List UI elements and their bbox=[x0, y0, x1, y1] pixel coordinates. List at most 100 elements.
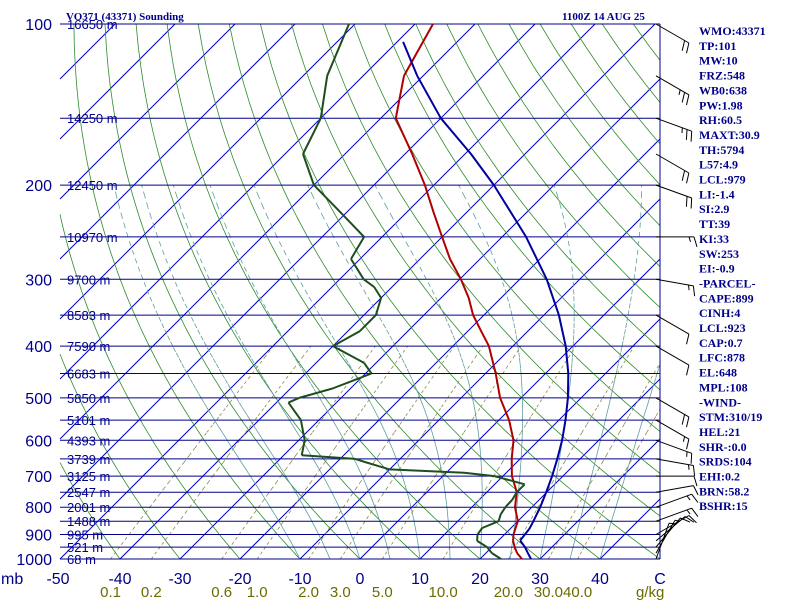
pressure-unit-label: mb bbox=[1, 571, 23, 588]
temperature-unit-label: C bbox=[654, 571, 666, 588]
mixing-ratio-unit-label: g/kg bbox=[636, 584, 664, 600]
stability-index: HEL:21 bbox=[699, 425, 740, 439]
pressure-tick-label: 400 bbox=[25, 339, 52, 356]
stability-index: TH:5794 bbox=[699, 143, 744, 157]
mixing-ratio-tick-label: 3.0 bbox=[330, 584, 351, 600]
dewpoint-curve bbox=[287, 23, 526, 560]
wind-barb bbox=[655, 458, 696, 476]
height-label: 1488 m bbox=[67, 514, 110, 529]
stability-index: BRN:58.2 bbox=[699, 484, 749, 498]
height-label: 6683 m bbox=[67, 366, 110, 381]
height-label: 2001 m bbox=[67, 500, 110, 515]
stability-index: SI:2.9 bbox=[699, 202, 729, 216]
stability-index: TP:101 bbox=[699, 39, 736, 53]
temperature-tick-label: -20 bbox=[228, 571, 251, 588]
height-label: 5101 m bbox=[67, 413, 110, 428]
mixing-ratio-tick-label: 30.0 bbox=[534, 584, 563, 600]
mixing-ratio-tick-label: 10.0 bbox=[429, 584, 458, 600]
stability-index: TT:39 bbox=[699, 217, 730, 231]
stability-index: BSHR:15 bbox=[699, 499, 748, 513]
stability-index: LFC:878 bbox=[699, 351, 745, 365]
height-label: 4393 m bbox=[67, 433, 110, 448]
isobar-lines bbox=[60, 23, 660, 560]
stability-index: FRZ:548 bbox=[699, 69, 745, 83]
pressure-tick-label: 800 bbox=[25, 500, 52, 517]
stability-index: MAXT:30.9 bbox=[699, 128, 760, 142]
stability-index: PW:1.98 bbox=[699, 98, 743, 112]
pressure-tick-label: 300 bbox=[25, 272, 52, 289]
height-label: 14250 m bbox=[67, 111, 118, 126]
sounding-time: 1100Z 14 AUG 25 bbox=[562, 11, 645, 23]
temperature-tick-label: -30 bbox=[168, 571, 191, 588]
wind-barb bbox=[655, 75, 690, 106]
wind-barb bbox=[655, 507, 699, 522]
stability-index: -WIND- bbox=[699, 395, 741, 409]
temperature-tick-label: 10 bbox=[411, 571, 429, 588]
pressure-tick-label: 600 bbox=[25, 433, 52, 450]
stability-index: LI:-1.4 bbox=[699, 187, 735, 201]
stability-index: L57:4.9 bbox=[699, 158, 738, 172]
wind-barb bbox=[655, 515, 697, 535]
wind-barb bbox=[655, 278, 696, 297]
stability-index: RH:60.5 bbox=[699, 113, 742, 127]
temperature-tick-label: -50 bbox=[46, 571, 69, 588]
wind-barb bbox=[655, 314, 690, 345]
height-label: 68 m bbox=[67, 552, 96, 567]
stability-index: MPL:108 bbox=[699, 380, 748, 394]
pressure-tick-label: 100 bbox=[25, 17, 52, 34]
stability-index: CAPE:899 bbox=[699, 291, 754, 305]
wind-barbs bbox=[655, 23, 699, 560]
stability-index: LCL:923 bbox=[699, 321, 746, 335]
height-label: 12450 m bbox=[67, 178, 118, 193]
mixing-ratio-tick-label: 20.0 bbox=[494, 584, 523, 600]
mixing-ratio-tick-label: 5.0 bbox=[372, 584, 393, 600]
height-label: 10970 m bbox=[67, 230, 118, 245]
height-label: 995 m bbox=[67, 528, 103, 543]
wind-barb bbox=[655, 419, 690, 450]
mixing-ratio-tick-label: 0.2 bbox=[141, 584, 162, 600]
grid-layer bbox=[59, 23, 661, 560]
temperature-tick-label: 0 bbox=[356, 571, 365, 588]
height-label: 7590 m bbox=[67, 339, 110, 354]
sounding-lines bbox=[287, 23, 570, 560]
temperature-tick-label: 40 bbox=[591, 571, 609, 588]
pressure-tick-label: 200 bbox=[25, 178, 52, 195]
wind-barb bbox=[655, 493, 699, 508]
mixing-ratio-tick-label: 0.1 bbox=[100, 584, 121, 600]
mixing-ratio-tick-label: 0.6 bbox=[211, 584, 232, 600]
temperature-tick-label: -40 bbox=[108, 571, 131, 588]
height-label: 9700 m bbox=[67, 272, 110, 287]
temperature-tick-label: 20 bbox=[471, 571, 489, 588]
stability-index: LCL:979 bbox=[699, 173, 746, 187]
mixing-ratio-tick-label: 1.0 bbox=[247, 584, 268, 600]
stability-index: EL:648 bbox=[699, 366, 737, 380]
pressure-tick-label: 700 bbox=[25, 469, 52, 486]
wind-barb bbox=[656, 236, 698, 248]
stability-index: SHR-:0.0 bbox=[699, 440, 747, 454]
height-label: 16650 m bbox=[67, 17, 118, 32]
height-label: 2547 m bbox=[67, 485, 110, 500]
wind-barb bbox=[655, 345, 690, 376]
stability-index: SW:253 bbox=[699, 247, 739, 261]
wind-barb bbox=[656, 475, 698, 487]
stability-index: -PARCEL- bbox=[699, 276, 755, 290]
height-label: 8583 m bbox=[67, 308, 110, 323]
wind-barb bbox=[655, 397, 690, 428]
stability-index: CINH:4 bbox=[699, 306, 740, 320]
mixing-ratio-lines bbox=[110, 345, 661, 560]
pressure-tick-label: 500 bbox=[25, 391, 52, 408]
wind-barb bbox=[655, 485, 699, 496]
wind-barb bbox=[655, 117, 693, 142]
stability-index: KI:33 bbox=[699, 232, 729, 246]
stability-index: WB0:638 bbox=[699, 83, 747, 97]
height-label: 3739 m bbox=[67, 452, 110, 467]
temperature-tick-label: 30 bbox=[531, 571, 549, 588]
parcel-curve bbox=[402, 41, 570, 560]
height-label: 5850 m bbox=[67, 391, 110, 406]
station-title: VO371 (43371) Sounding bbox=[66, 11, 184, 23]
stability-index: MW:10 bbox=[699, 54, 738, 68]
wind-barb bbox=[655, 153, 690, 184]
stability-index: EHI:0.2 bbox=[699, 470, 740, 484]
stability-index: STM:310/19 bbox=[699, 410, 762, 424]
